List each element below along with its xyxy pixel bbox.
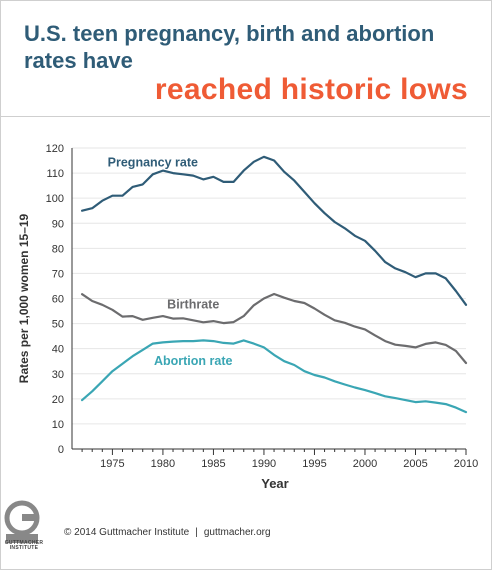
y-tick-label: 90 — [52, 218, 64, 230]
abortion-rate-line — [81, 339, 468, 414]
chart-title-highlight: reached historic lows — [154, 73, 468, 106]
series-annotations: Pregnancy rate Birthrate Abortion rate — [108, 155, 233, 368]
x-tick-label: 1975 — [100, 458, 124, 470]
title-divider — [0, 116, 490, 117]
axes: 0 10 20 30 40 50 60 70 80 90 100 110 120 1975 1980 1985… — [46, 143, 479, 470]
pregnancy-rate-annotation: Pregnancy rate — [108, 155, 198, 169]
footer-separator: | — [195, 527, 198, 538]
x-tick-label: 1985 — [201, 458, 225, 470]
guttmacher-logo-icon — [4, 500, 40, 543]
y-tick-label: 50 — [52, 319, 64, 331]
x-tick-label: 2000 — [353, 458, 377, 470]
y-tick-label: 100 — [46, 193, 64, 205]
y-tick-label: 120 — [46, 143, 64, 155]
x-tick-label: 2010 — [454, 458, 478, 470]
y-tick-label: 70 — [52, 268, 64, 280]
birthrate-annotation: Birthrate — [167, 297, 219, 311]
y-tick-label: 60 — [52, 294, 64, 306]
y-tick-label: 80 — [52, 243, 64, 255]
y-tick-label: 10 — [52, 419, 64, 431]
x-tick-label: 1980 — [151, 458, 175, 470]
y-tick-label: 40 — [52, 344, 64, 356]
copyright-text: © 2014 Guttmacher Institute — [64, 527, 190, 538]
abortion-rate-annotation: Abortion rate — [154, 354, 233, 368]
y-tick-label: 30 — [52, 369, 64, 381]
y-tick-label: 0 — [58, 444, 64, 456]
y-tick-label: 110 — [46, 168, 64, 180]
x-tick-label: 2005 — [403, 458, 427, 470]
chart-title: U.S. teen pregnancy, birth and abortion … — [24, 21, 435, 73]
y-axis-label: Rates per 1,000 women 15–19 — [17, 213, 31, 383]
x-tick-label: 1990 — [252, 458, 276, 470]
pregnancy-rate-line — [81, 155, 468, 306]
y-tick-label: 20 — [52, 394, 64, 406]
footer: © 2014 Guttmacher Institute | guttmacher.o… — [64, 527, 271, 538]
x-axis-label: Year — [261, 476, 288, 491]
series-lines — [81, 155, 468, 414]
birthrate-line — [81, 292, 468, 365]
logo-text: GUTTMACHER INSTITUTE — [4, 540, 44, 551]
footer-link[interactable]: guttmacher.org — [203, 527, 271, 538]
x-tick-label: 1995 — [302, 458, 326, 470]
